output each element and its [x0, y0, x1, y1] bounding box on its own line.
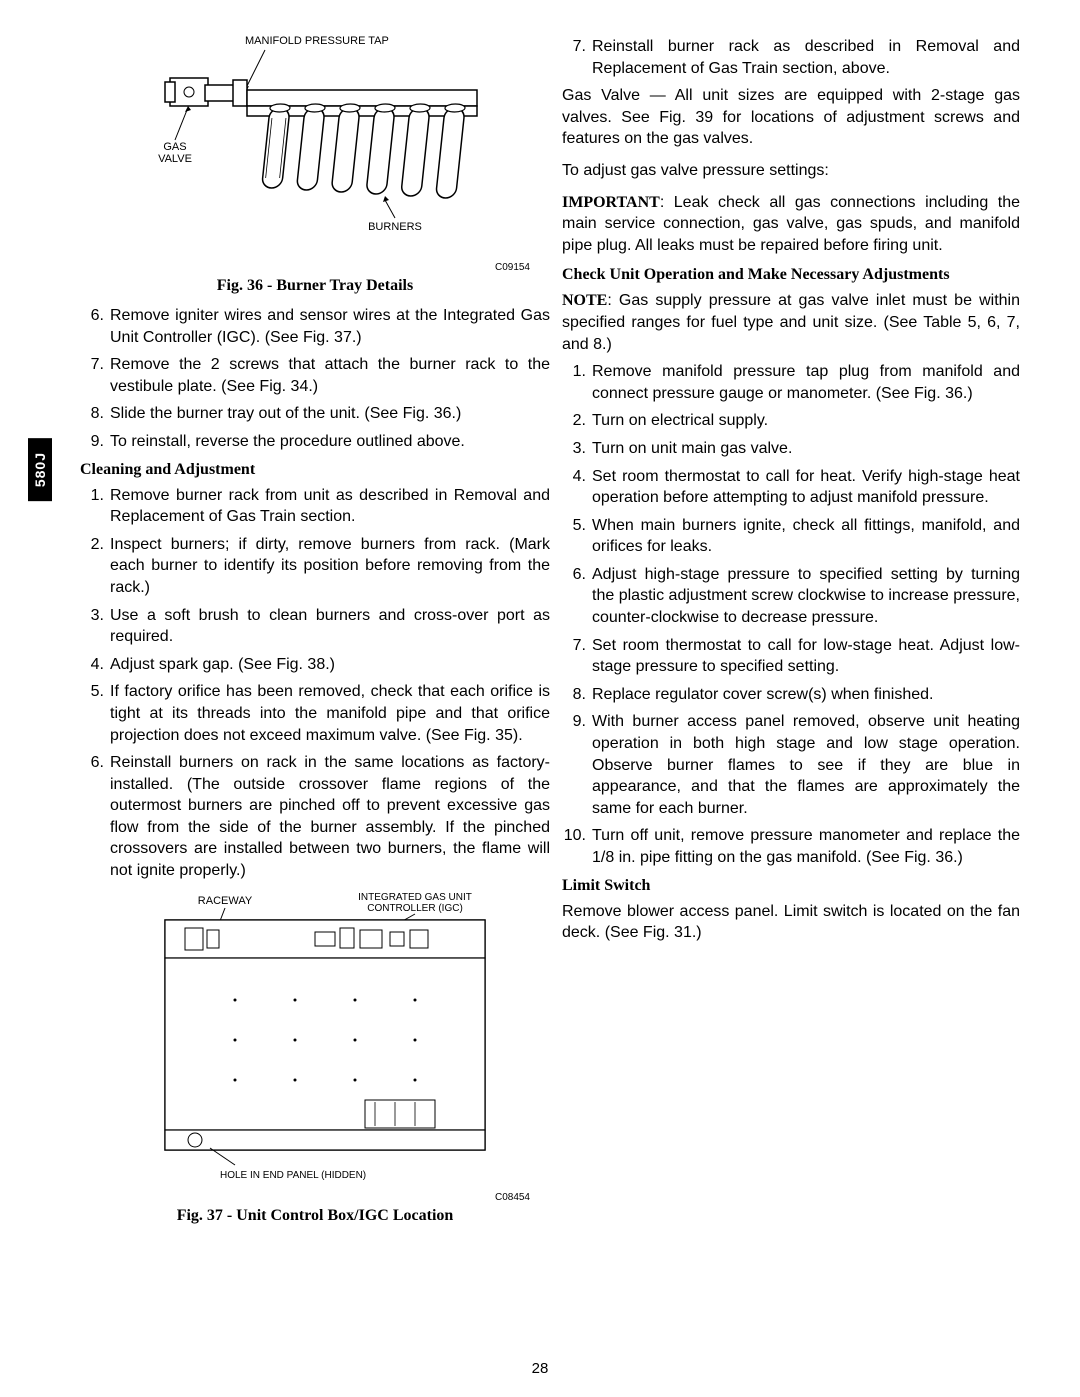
list-item: 10.Turn off unit, remove pressure manome…: [562, 825, 1020, 868]
list-item: 4.Adjust spark gap. (See Fig. 38.): [80, 654, 550, 676]
list-item: 5.If factory orifice has been removed, c…: [80, 681, 550, 746]
svg-text:CONTROLLER (IGC): CONTROLLER (IGC): [367, 903, 463, 914]
list-item: 5.When main burners ignite, check all fi…: [562, 515, 1020, 558]
list-item: 7.Remove the 2 screws that attach the bu…: [80, 354, 550, 397]
list-item: 6.Reinstall burners on rack in the same …: [80, 752, 550, 882]
side-tab: 580J: [28, 438, 52, 501]
important-para: IMPORTANT: Leak check all gas connection…: [562, 192, 1020, 257]
heading-cleaning: Cleaning and Adjustment: [80, 461, 550, 479]
fig36-label-burners: BURNERS: [368, 221, 422, 233]
list-item: 6.Adjust high-stage pressure to specifie…: [562, 564, 1020, 629]
list-item: 9.With burner access panel removed, obse…: [562, 711, 1020, 819]
fig36-label-tap: MANIFOLD PRESSURE TAP: [245, 35, 389, 47]
fig36-gasvalve-1: GAS: [163, 141, 186, 153]
fig36-gasvalve-2: VALVE: [158, 153, 192, 165]
list-item: 8.Slide the burner tray out of the unit.…: [80, 403, 550, 425]
list-item: 3.Use a soft brush to clean burners and …: [80, 605, 550, 648]
gas-valve-icon: [165, 78, 247, 106]
adjust-para: To adjust gas valve pressure settings:: [562, 160, 1020, 182]
list-item: 2.Inspect burners; if dirty, remove burn…: [80, 534, 550, 599]
list-item: 1.Remove burner rack from unit as descri…: [80, 485, 550, 528]
right-list-2: 1.Remove manifold pressure tap plug from…: [562, 361, 1020, 868]
list-item: 6.Remove igniter wires and sensor wires …: [80, 305, 550, 348]
list-item: 1.Remove manifold pressure tap plug from…: [562, 361, 1020, 404]
list-item: 7.Reinstall burner rack as described in …: [562, 36, 1020, 79]
left-list-2: 1.Remove burner rack from unit as descri…: [80, 485, 550, 882]
fig37-caption: Fig. 37 - Unit Control Box/IGC Location: [80, 1207, 550, 1225]
fig36-caption: Fig. 36 - Burner Tray Details: [80, 277, 550, 295]
limit-para: Remove blower access panel. Limit switch…: [562, 901, 1020, 944]
fig37-code: C08454: [80, 1192, 550, 1203]
page-number: 28: [0, 1360, 1080, 1377]
right-list-1: 7.Reinstall burner rack as described in …: [562, 36, 1020, 79]
list-item: 2.Turn on electrical supply.: [562, 410, 1020, 432]
burners-icon: [262, 104, 466, 198]
heading-limit: Limit Switch: [562, 877, 1020, 895]
heading-check: Check Unit Operation and Make Necessary …: [562, 266, 1020, 284]
fig36-code: C09154: [80, 262, 550, 273]
list-item: 7.Set room thermostat to call for low-st…: [562, 635, 1020, 678]
left-column: MANIFOLD PRESSURE TAP GAS VALVE: [80, 30, 550, 1235]
list-item: 4.Set room thermostat to call for heat. …: [562, 466, 1020, 509]
list-item: 8.Replace regulator cover screw(s) when …: [562, 684, 1020, 706]
note-para: NOTE: Gas supply pressure at gas valve i…: [562, 290, 1020, 355]
svg-text:INTEGRATED GAS UNIT: INTEGRATED GAS UNIT: [358, 892, 472, 903]
list-item: 3.Turn on unit main gas valve.: [562, 438, 1020, 460]
figure-37: RACEWAY INTEGRATED GAS UNIT CONTROLLER (…: [80, 890, 550, 1225]
list-item: 9.To reinstall, reverse the procedure ou…: [80, 431, 550, 453]
fig37-raceway: RACEWAY: [198, 895, 253, 907]
left-list-1: 6.Remove igniter wires and sensor wires …: [80, 305, 550, 453]
gas-valve-para: Gas Valve — All unit sizes are equipped …: [562, 85, 1020, 150]
right-column: 7.Reinstall burner rack as described in …: [562, 30, 1020, 1235]
fig37-hole: HOLE IN END PANEL (HIDDEN): [220, 1170, 366, 1181]
figure-36: MANIFOLD PRESSURE TAP GAS VALVE: [80, 30, 550, 295]
